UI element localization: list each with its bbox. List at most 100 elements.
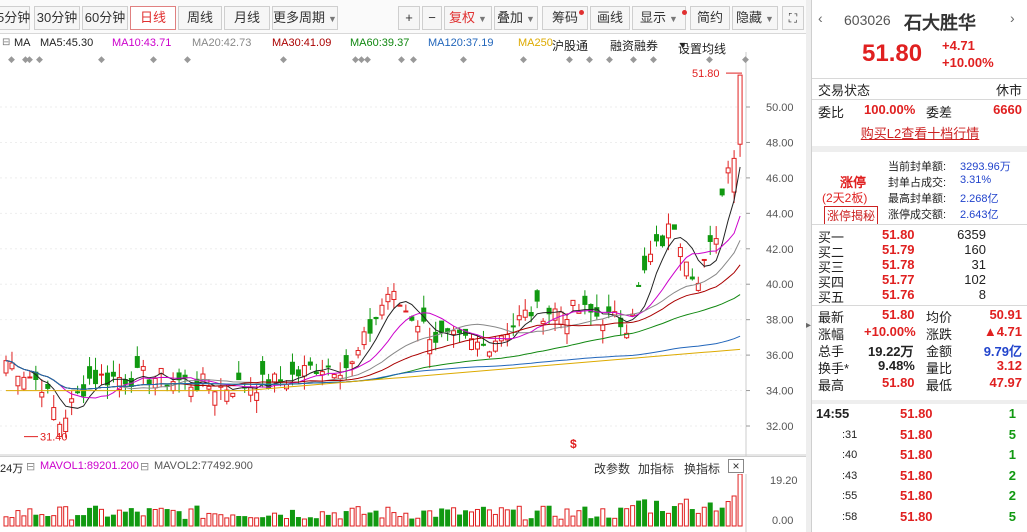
event-marker: ◆ <box>150 54 157 64</box>
volume-chart[interactable]: 19.20 0.00 <box>0 474 806 532</box>
fuquan-label: 复权 <box>449 10 476 25</box>
candle-body <box>69 398 75 403</box>
chips-button[interactable]: 筹码 <box>542 6 588 30</box>
volume-bar <box>218 514 224 527</box>
volume-bar <box>236 515 242 527</box>
volume-bar <box>313 518 319 527</box>
period-60min-button[interactable]: 60分钟 <box>82 6 128 30</box>
volume-bar <box>409 518 415 527</box>
zoom-out-button[interactable]: − <box>422 6 442 30</box>
bid-row: 买四 51.77 102 <box>812 272 1027 290</box>
tick-price: 51.80 <box>900 467 933 483</box>
bid-row: 买一 51.80 6359 <box>812 227 1027 245</box>
ma30-line <box>5 264 741 390</box>
volume-bar <box>439 508 445 527</box>
candle-body <box>272 373 278 383</box>
period-30min-button[interactable]: 30分钟 <box>34 6 80 30</box>
volume-unit: 24万 <box>0 463 24 475</box>
volume-bar <box>659 511 665 527</box>
panel-divider[interactable]: ▸ <box>806 0 811 532</box>
candle-body <box>677 247 683 258</box>
volume-bar <box>695 512 701 527</box>
candle-body <box>659 235 665 247</box>
period-toolbar: 5分钟 30分钟 60分钟 日线 周线 月线 更多周期 ▼ + − 复权 ▼ 叠加 ▼… <box>0 0 806 34</box>
chevron-right-icon[interactable]: › <box>1010 10 1015 26</box>
volume-bar <box>546 505 552 527</box>
change-pct-label: 涨幅 <box>818 327 845 342</box>
settings-icon[interactable]: ⊟ <box>2 37 11 48</box>
candlestick-chart[interactable]: 50.00 48.00 46.00 44.00 42.00 40.00 38.00 36.00… <box>0 52 806 456</box>
tick-price: 51.80 <box>900 406 933 421</box>
hide-dropdown[interactable]: 隐藏 ▼ <box>732 6 778 30</box>
volume-ratio-value: 3.12 <box>996 358 1022 373</box>
volume-bar <box>27 508 33 527</box>
y-tick-label: 32.00 <box>766 421 794 433</box>
switch-indicator-button[interactable]: 换指标 <box>684 462 721 476</box>
bid-price: 51.77 <box>882 272 915 287</box>
divider <box>812 400 1027 404</box>
volume-bar <box>295 517 301 527</box>
low-annotation: 31.40 <box>40 432 68 444</box>
chevron-down-icon: ▼ <box>526 14 535 24</box>
volume-bar <box>737 474 743 527</box>
amount-value: 9.79亿 <box>983 344 1022 359</box>
close-icon[interactable]: × <box>728 459 744 473</box>
candle-body <box>397 304 403 307</box>
candle-body <box>15 375 21 387</box>
zoom-in-button[interactable]: + <box>398 6 420 30</box>
volume-bar <box>331 512 337 527</box>
mavol2-value: MAVOL2:77492.900 <box>154 460 253 472</box>
hutong-link[interactable]: 沪股通 <box>552 39 589 53</box>
volume-bar <box>600 508 606 527</box>
buy-l2-link[interactable]: 购买L2查看十档行情 <box>812 123 1027 141</box>
candle-body <box>642 255 648 271</box>
simple-mode-button[interactable]: 简约 <box>690 6 730 30</box>
high-value: 51.80 <box>882 375 915 390</box>
zt-turnover-label: 涨停成交额: <box>888 209 947 221</box>
period-month-button[interactable]: 月线 <box>224 6 270 30</box>
period-day-button[interactable]: 日线 <box>130 6 176 30</box>
candle-body <box>451 330 457 335</box>
fullscreen-icon[interactable]: ⛶ <box>782 6 804 30</box>
candle-body <box>385 293 391 303</box>
tick-row: :55 51.80 2 <box>812 488 1027 508</box>
more-periods-dropdown[interactable]: 更多周期 ▼ <box>272 6 338 30</box>
draw-line-button[interactable]: 画线 <box>590 6 630 30</box>
more-periods-label: 更多周期 <box>273 10 326 25</box>
bid-row: 买三 51.78 31 <box>812 257 1027 275</box>
ma20-line <box>5 240 741 390</box>
candle-body <box>683 261 689 277</box>
tick-volume: 5 <box>1008 509 1016 524</box>
tick-row: :43 51.80 2 <box>812 468 1027 488</box>
candle-body <box>325 365 331 368</box>
period-5min-button[interactable]: 5分钟 <box>0 6 30 30</box>
ma10-value: MA10:43.71 <box>112 37 172 49</box>
candle-body <box>570 299 576 306</box>
limit-up-reveal-button[interactable]: 涨停揭秘 <box>824 206 879 225</box>
tick-row: :40 51.80 1 <box>812 447 1027 467</box>
chevron-down-icon: ▼ <box>678 40 687 50</box>
volume-bar <box>81 515 87 527</box>
ma-settings-label: 设置均线 <box>678 42 727 56</box>
candle-body <box>373 316 379 320</box>
settings-icon[interactable]: ⊟ <box>140 461 150 473</box>
margin-trading-link[interactable]: 融资融券 <box>610 39 659 53</box>
tick-time: :58 <box>842 511 858 523</box>
overlay-dropdown[interactable]: 叠加 ▼ <box>494 6 538 30</box>
chevron-left-icon[interactable]: ‹ <box>818 10 823 26</box>
display-dropdown[interactable]: 显示 ▼ <box>632 6 687 30</box>
tick-time: :31 <box>842 428 858 441</box>
chevron-down-icon: ▼ <box>478 14 487 24</box>
candle-body <box>534 290 540 302</box>
y-tick-label: 36.00 <box>766 350 794 362</box>
period-week-button[interactable]: 周线 <box>178 6 222 30</box>
add-indicator-button[interactable]: 加指标 <box>638 462 675 476</box>
candle-body <box>63 417 69 433</box>
tick-list[interactable]: 14:55 51.80 1:31 51.80 5:40 51.80 1:43 51.80 2:5… <box>812 406 1027 532</box>
event-marker: ◆ <box>520 54 527 64</box>
fuquan-dropdown[interactable]: 复权 ▼ <box>444 6 492 30</box>
volume-bar <box>701 506 707 527</box>
settings-icon[interactable]: ⊟ <box>26 461 36 473</box>
volume-bar <box>343 511 349 527</box>
edit-params-button[interactable]: 改参数 <box>594 462 631 476</box>
